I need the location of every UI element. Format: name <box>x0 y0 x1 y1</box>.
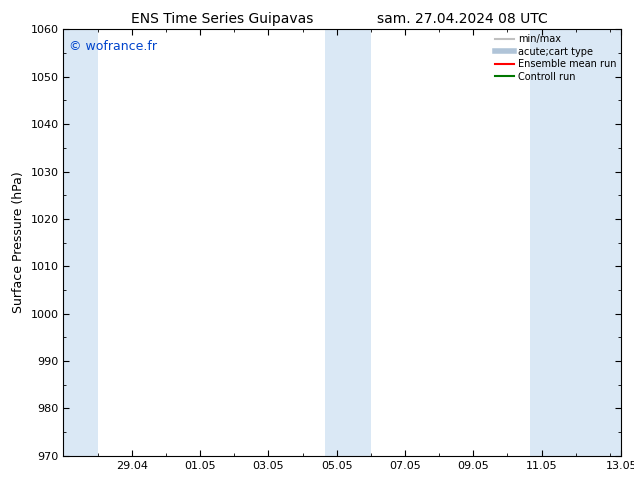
Bar <box>325 29 371 456</box>
Y-axis label: Surface Pressure (hPa): Surface Pressure (hPa) <box>12 172 25 314</box>
Text: ENS Time Series Guipavas: ENS Time Series Guipavas <box>131 12 313 26</box>
Text: sam. 27.04.2024 08 UTC: sam. 27.04.2024 08 UTC <box>377 12 548 26</box>
Bar <box>63 29 98 456</box>
Bar <box>530 29 621 456</box>
Text: © wofrance.fr: © wofrance.fr <box>69 40 157 53</box>
Legend: min/max, acute;cart type, Ensemble mean run, Controll run: min/max, acute;cart type, Ensemble mean … <box>493 32 618 83</box>
